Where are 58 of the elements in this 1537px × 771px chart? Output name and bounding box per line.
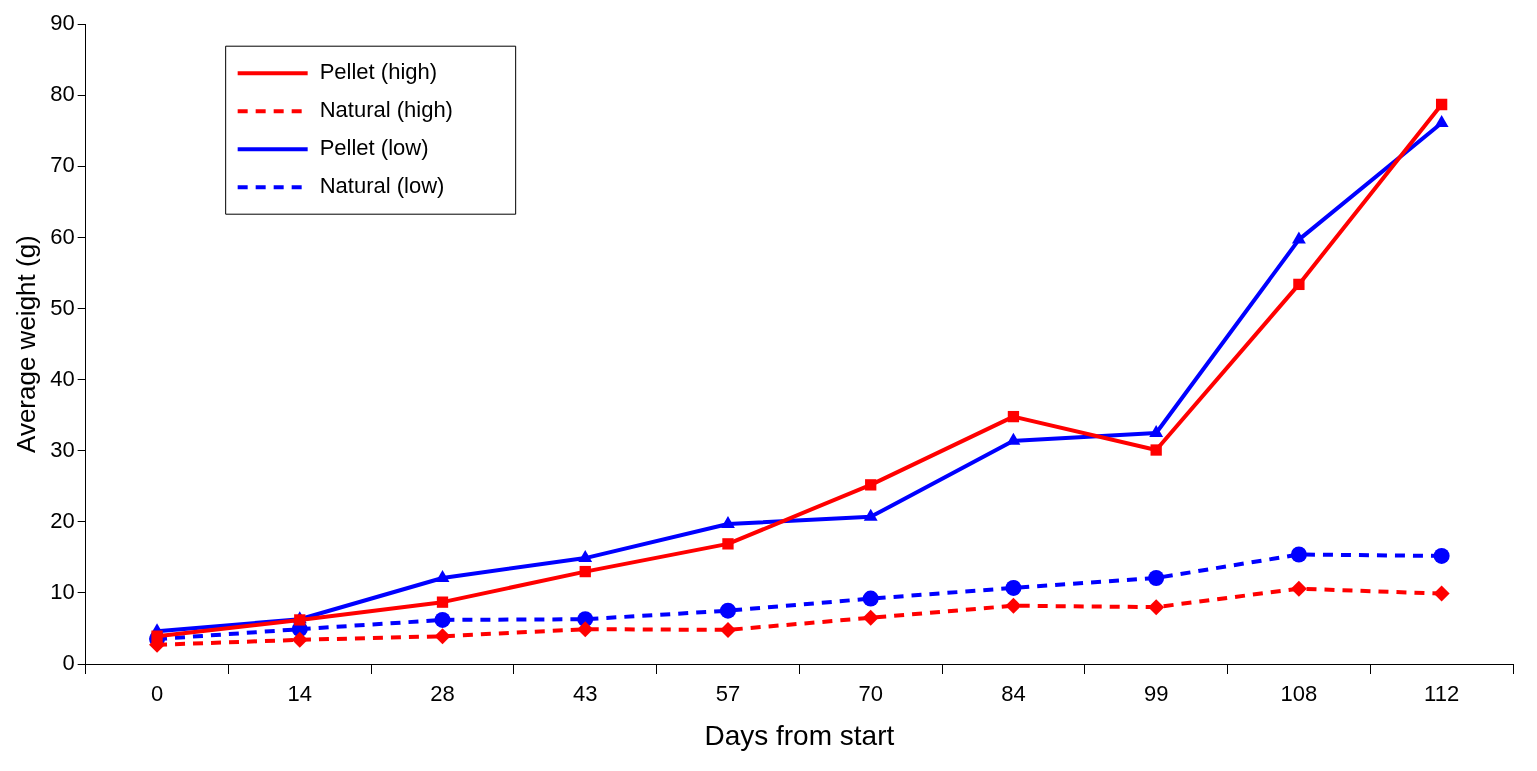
- point: [721, 515, 735, 528]
- point: [1291, 231, 1306, 244]
- point: [1290, 580, 1307, 597]
- point: [151, 630, 163, 642]
- legend-label: Natural (low): [319, 173, 445, 199]
- point: [1007, 410, 1020, 423]
- point: [1435, 98, 1448, 111]
- point: [1149, 424, 1164, 437]
- legend-label: Pellet (high): [319, 59, 438, 85]
- point: [1148, 599, 1165, 616]
- x-axis-title: Days from start: [704, 719, 895, 751]
- point: [1005, 597, 1022, 614]
- x-tick-label: 28: [430, 681, 455, 707]
- y-tick-label: 0: [62, 650, 75, 676]
- point: [436, 596, 449, 608]
- y-tick-label: 10: [50, 578, 75, 604]
- point: [863, 508, 878, 521]
- point: [1434, 115, 1449, 128]
- y-axis-title: Average weight (g): [10, 235, 41, 453]
- point: [719, 602, 736, 619]
- point: [1005, 579, 1022, 596]
- point: [579, 565, 591, 578]
- x-tick-label: 14: [287, 681, 313, 707]
- y-tick-label: 60: [50, 223, 75, 249]
- point: [578, 550, 593, 563]
- y-tick-label: 40: [50, 365, 75, 391]
- point: [291, 631, 308, 648]
- y-tick-label: 30: [50, 436, 75, 462]
- point: [722, 538, 734, 550]
- point: [719, 621, 736, 638]
- x-tick-label: 108: [1280, 681, 1318, 707]
- point: [862, 590, 879, 607]
- y-tick-label: 80: [50, 81, 75, 107]
- y-tick-label: 90: [50, 10, 75, 36]
- legend-label: Pellet (low): [319, 135, 429, 161]
- x-tick-label: 57: [715, 681, 741, 707]
- x-tick-label: 70: [858, 681, 883, 707]
- y-tick-label: 50: [50, 294, 75, 320]
- point: [434, 628, 451, 645]
- x-tick-label: 0: [150, 681, 164, 707]
- x-tick-label: 112: [1424, 681, 1460, 707]
- x-tick-label: 84: [1001, 681, 1026, 707]
- point: [577, 621, 594, 638]
- point: [862, 609, 879, 626]
- y-tick-label: 70: [50, 152, 75, 178]
- point: [1433, 547, 1450, 564]
- y-tick-label: 20: [50, 507, 75, 533]
- point: [434, 611, 451, 628]
- point: [1433, 585, 1450, 602]
- legend-label: Natural (high): [319, 97, 453, 123]
- point: [1150, 444, 1162, 456]
- x-tick-label: 99: [1143, 681, 1169, 707]
- point: [1148, 569, 1165, 586]
- x-tick-label: 43: [572, 681, 598, 707]
- point: [1006, 432, 1021, 445]
- point: [865, 479, 877, 491]
- point: [1293, 278, 1305, 291]
- point: [1290, 546, 1307, 563]
